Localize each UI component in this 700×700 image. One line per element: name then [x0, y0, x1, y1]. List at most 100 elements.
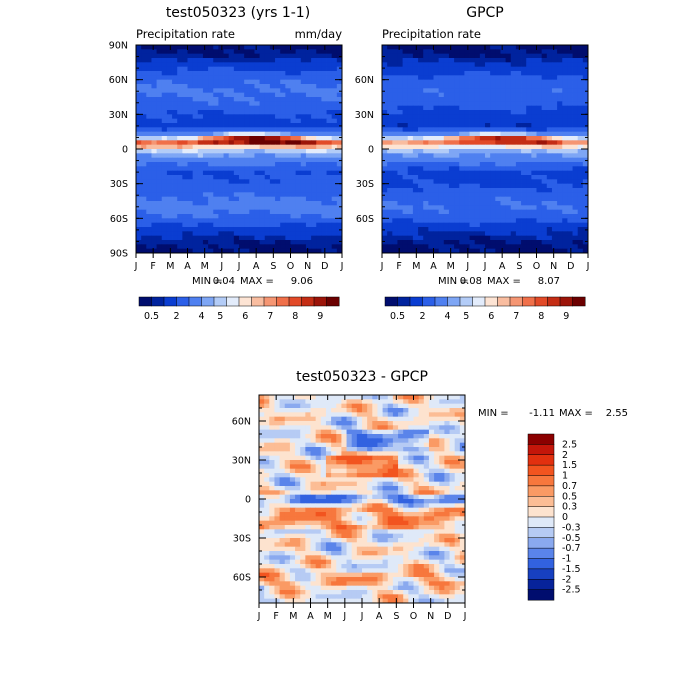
field-cell [305, 447, 311, 452]
field-cell [136, 118, 142, 124]
field-cell [285, 188, 291, 193]
colorbar-swatch [276, 296, 290, 307]
field-cell [218, 118, 224, 124]
field-cell [208, 170, 214, 176]
field-cell [356, 395, 363, 400]
field-cell [500, 209, 506, 215]
field-cell [402, 214, 409, 219]
field-cell [300, 114, 307, 120]
field-cell [433, 71, 440, 76]
field-cell [567, 62, 573, 68]
field-cell [300, 205, 307, 211]
field-cell [269, 425, 275, 431]
field-cell [146, 227, 152, 232]
field-cell [418, 455, 425, 461]
field-cell [300, 170, 307, 176]
field-cell [285, 235, 291, 241]
field-cell [275, 196, 281, 202]
field-cell [315, 442, 322, 448]
field-cell [469, 97, 476, 102]
field-cell [300, 468, 306, 474]
field-cell [408, 442, 414, 448]
field-cell [305, 438, 311, 444]
field-cell [433, 62, 440, 68]
field-cell [136, 188, 142, 193]
field-cell [479, 162, 486, 167]
field-cell [346, 395, 353, 400]
field-cell [305, 75, 312, 81]
field-cell [141, 196, 147, 202]
field-cell [418, 399, 425, 405]
field-cell [218, 97, 224, 102]
field-cell [412, 227, 419, 232]
field-cell [311, 227, 317, 232]
field-cell [223, 248, 230, 254]
field-cell [510, 84, 517, 89]
field-cell [572, 118, 579, 124]
field-cell [454, 153, 460, 159]
field-cell [331, 118, 338, 124]
field-cell [448, 118, 455, 124]
field-cell [285, 84, 291, 89]
field-cell [259, 153, 266, 159]
field-cell [448, 209, 455, 215]
field-cell [438, 162, 445, 167]
field-cell [372, 399, 378, 405]
field-cell [146, 123, 152, 128]
field-cell [536, 71, 543, 76]
field-cell [526, 45, 532, 50]
field-cell [208, 101, 214, 107]
field-cell [577, 131, 584, 137]
field-cell [557, 118, 563, 124]
field-cell [269, 408, 275, 413]
field-cell [377, 442, 383, 448]
field-cell [438, 201, 445, 206]
field-cell [259, 429, 265, 435]
field-cell [474, 123, 481, 128]
field-cell [351, 412, 358, 418]
field-cell [249, 222, 255, 228]
field-cell [141, 140, 147, 146]
field-cell [146, 140, 152, 146]
field-cell [500, 75, 506, 81]
field-cell [412, 136, 419, 141]
field-cell [443, 62, 450, 68]
field-cell [161, 218, 168, 224]
field-cell [264, 227, 271, 232]
field-cell [423, 79, 429, 85]
field-cell [208, 127, 214, 133]
field-cell [521, 49, 527, 55]
x-tick-label: M [166, 261, 174, 272]
field-cell [521, 131, 527, 137]
field-cell [197, 144, 204, 150]
field-cell [223, 240, 230, 245]
field-cell [233, 162, 240, 167]
field-cell [280, 101, 286, 107]
field-cell [202, 58, 209, 63]
field-cell [254, 149, 260, 154]
field-cell [448, 131, 455, 137]
field-cell [439, 429, 445, 435]
field-cell [351, 416, 358, 422]
field-cell [326, 235, 333, 241]
field-cell [469, 244, 476, 250]
field-cell [151, 66, 157, 72]
field-cell [239, 248, 245, 254]
field-cell [397, 231, 403, 237]
field-cell [448, 218, 455, 224]
field-cell [351, 395, 358, 400]
field-cell [402, 110, 409, 115]
field-cell [136, 49, 142, 55]
field-cell [505, 179, 512, 185]
field-cell [341, 460, 347, 465]
field-cell [305, 170, 312, 176]
field-cell [577, 170, 584, 176]
field-cell [454, 131, 460, 137]
field-cell [182, 235, 188, 241]
field-cell [546, 196, 553, 202]
field-cell [264, 183, 271, 189]
field-cell [413, 425, 420, 431]
field-cell [208, 209, 214, 215]
field-cell [454, 110, 460, 115]
field-cell [223, 92, 230, 98]
